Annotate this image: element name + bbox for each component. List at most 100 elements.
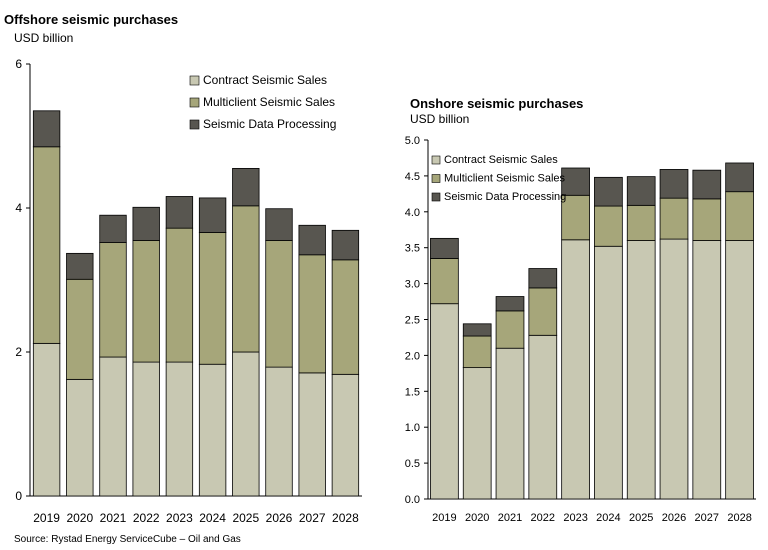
onshore-y-tick-label: 4.5 (405, 171, 420, 183)
onshore-x-tick-label: 2019 (432, 512, 456, 524)
onshore-x-tick-label: 2024 (596, 512, 620, 524)
offshore-bar-2019-s0 (32, 342, 61, 497)
offshore-x-tick-label: 2022 (133, 511, 160, 525)
source-note: Source: Rystad Energy ServiceCube – Oil … (14, 534, 241, 545)
offshore-bar-2019-s1 (32, 146, 61, 344)
onshore-bar-2028-s2 (725, 162, 754, 193)
onshore-bar-2028-s0 (725, 240, 754, 500)
offshore-bar-2027-s0 (298, 372, 326, 497)
onshore-x-tick-label: 2027 (695, 512, 719, 524)
offshore-y-tick-label: 4 (15, 201, 22, 215)
onshore-legend-swatch (431, 174, 441, 183)
onshore-legend-swatch (431, 192, 441, 202)
onshore-x-tick-label: 2026 (662, 512, 686, 524)
onshore-bar-2025-s2 (626, 176, 656, 206)
onshore-legend-label: Multiclient Seismic Sales (444, 173, 566, 185)
onshore-bar-2027-s1 (692, 198, 722, 241)
onshore-bar-2019-s1 (430, 258, 459, 305)
offshore-x-tick-label: 2023 (166, 511, 193, 525)
offshore-bar-2028-s1 (331, 259, 360, 375)
onshore-x-tick-label: 2025 (629, 512, 653, 524)
offshore-bar-2020-s2 (66, 252, 94, 280)
onshore-x-tick-label: 2023 (563, 512, 587, 524)
offshore-chart-title: Offshore seismic purchases (4, 12, 179, 27)
onshore-x-tick-label: 2020 (465, 512, 489, 524)
onshore-y-tick-label: 5.0 (405, 135, 420, 147)
offshore-bar-2026-s0 (265, 366, 293, 497)
offshore-bar-2028-s2 (331, 229, 360, 261)
offshore-bar-2021-s0 (99, 356, 127, 497)
offshore-legend-swatch (189, 75, 200, 86)
offshore-y-tick-label: 6 (15, 57, 22, 71)
offshore-bar-2022-s2 (132, 206, 160, 241)
offshore-x-tick-label: 2019 (33, 511, 60, 525)
offshore-bar-2021-s1 (99, 242, 127, 358)
onshore-bar-2020-s2 (462, 323, 492, 337)
onshore-y-tick-label: 0.5 (405, 458, 420, 470)
onshore-bar-2026-s0 (659, 238, 689, 500)
offshore-x-tick-label: 2021 (100, 511, 127, 525)
onshore-bar-2019-s2 (430, 237, 459, 259)
onshore-bar-2026-s2 (659, 169, 689, 199)
onshore-y-tick-label: 0.0 (405, 494, 420, 506)
offshore-bar-2025-s2 (232, 167, 260, 207)
onshore-y-tick-label: 2.0 (405, 350, 420, 362)
offshore-bar-2022-s1 (132, 239, 160, 363)
offshore-legend-swatch (189, 119, 200, 130)
onshore-legend-swatch (431, 155, 441, 165)
offshore-bar-2023-s1 (165, 227, 194, 363)
offshore-bar-2019-s2 (32, 110, 61, 148)
onshore-chart-title: Onshore seismic purchases (410, 96, 584, 111)
onshore-bar-2021-s2 (495, 296, 525, 312)
onshore-bar-2024-s0 (594, 245, 623, 500)
onshore-bar-2024-s1 (594, 205, 623, 247)
onshore-bar-2019-s0 (430, 303, 459, 500)
onshore-y-tick-label: 2.5 (405, 315, 420, 327)
onshore-bar-2023-s2 (561, 167, 590, 196)
onshore-y-tick-label: 4.0 (405, 207, 420, 219)
offshore-legend-swatch (189, 97, 200, 108)
offshore-bar-2023-s0 (165, 361, 194, 497)
offshore-bar-2027-s2 (298, 224, 326, 256)
offshore-bar-2020-s1 (66, 278, 94, 380)
offshore-bar-2024-s0 (198, 363, 227, 497)
onshore-legend-label: Contract Seismic Sales (444, 154, 558, 166)
onshore-bar-2020-s0 (462, 367, 492, 500)
offshore-bar-2023-s2 (165, 196, 194, 229)
offshore-bar-2024-s2 (198, 197, 227, 233)
offshore-legend-label: Contract Seismic Sales (203, 73, 327, 87)
offshore-bar-2027-s1 (298, 254, 326, 374)
offshore-bar-2025-s1 (232, 205, 260, 353)
onshore-bar-2026-s1 (659, 197, 689, 240)
onshore-legend-label: Seismic Data Processing (444, 191, 566, 203)
onshore-bar-2028-s1 (725, 191, 754, 241)
offshore-bar-2026-s1 (265, 239, 293, 368)
offshore-y-tick-label: 2 (15, 345, 22, 359)
offshore-bar-2021-s2 (99, 214, 127, 243)
onshore-bar-2022-s2 (528, 268, 558, 289)
offshore-bar-2026-s2 (265, 208, 293, 241)
onshore-bar-2022-s0 (528, 334, 558, 500)
offshore-x-tick-label: 2025 (232, 511, 259, 525)
offshore-legend-label: Multiclient Seismic Sales (203, 95, 335, 109)
offshore-bar-2020-s0 (66, 378, 94, 497)
offshore-x-tick-label: 2020 (66, 511, 93, 525)
onshore-bar-2024-s2 (594, 176, 623, 207)
onshore-bar-2027-s0 (692, 240, 722, 500)
onshore-unit-label: USD billion (410, 112, 470, 126)
onshore-bar-2021-s0 (495, 347, 525, 500)
onshore-x-tick-label: 2022 (531, 512, 555, 524)
offshore-bar-2025-s0 (232, 351, 260, 497)
onshore-bar-2021-s1 (495, 310, 525, 349)
offshore-y-tick-label: 0 (15, 489, 22, 503)
offshore-x-tick-label: 2028 (332, 511, 359, 525)
offshore-x-tick-label: 2024 (199, 511, 226, 525)
offshore-x-tick-label: 2027 (299, 511, 326, 525)
onshore-y-tick-label: 3.0 (405, 279, 420, 291)
onshore-y-tick-label: 1.5 (405, 386, 420, 398)
onshore-x-tick-label: 2028 (727, 512, 751, 524)
onshore-bar-2025-s1 (626, 204, 656, 241)
onshore-x-tick-label: 2021 (498, 512, 522, 524)
